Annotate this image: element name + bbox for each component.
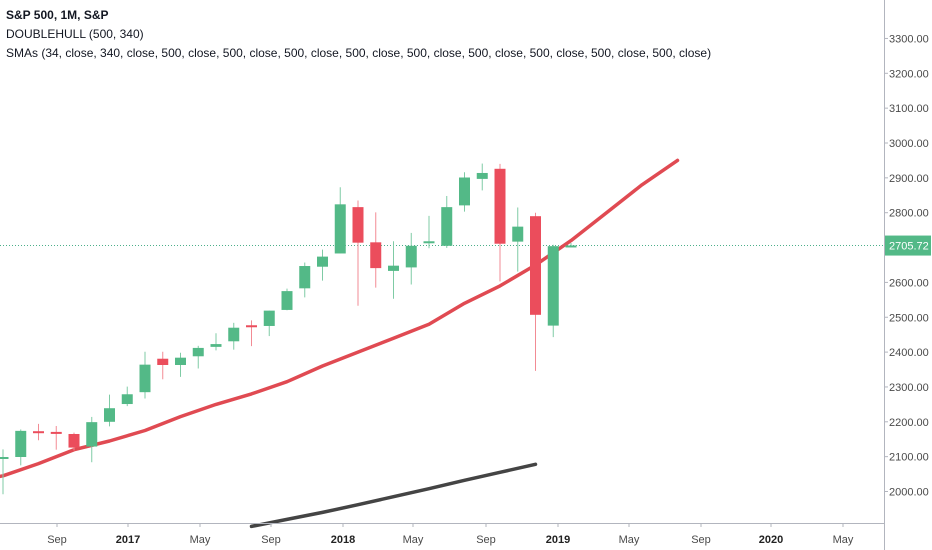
candle-body [175, 357, 186, 365]
candle-body [299, 266, 311, 289]
sma-lines [0, 158, 680, 529]
candle-body [50, 431, 62, 434]
indicator-doublehull[interactable]: DOUBLEHULL (500, 340) [6, 27, 144, 41]
x-axis[interactable]: Sep 2017 May Sep 2018 May Sep 2019 May Sep 2020 May [47, 523, 854, 546]
y-tick-label: 2500.00 [889, 312, 929, 324]
candle-body [388, 265, 399, 271]
y-tick-label: 2200.00 [889, 417, 929, 429]
candles[interactable] [0, 163, 577, 495]
indicator-smas[interactable]: SMAs (34, close, 340, close, 500, close,… [6, 46, 712, 60]
candle-body [441, 207, 453, 246]
y-tick-label: 2600.00 [889, 277, 929, 289]
candle-body [210, 344, 222, 347]
y-tick-label: 2900.00 [889, 173, 929, 185]
x-tick-label: May [833, 534, 854, 546]
candle-body [405, 245, 417, 268]
y-tick-label: 3100.00 [889, 103, 929, 115]
last-price-badge-bg [885, 235, 931, 256]
chart-legend[interactable]: S&P 500, 1M, S&P DOUBLEHULL (500, 340) S… [6, 6, 711, 63]
candle-body [15, 430, 27, 457]
x-tick-label: 2018 [331, 534, 355, 546]
candle-body [86, 422, 98, 447]
last-price-label: 2705.72 [889, 241, 929, 253]
x-tick-label: May [190, 534, 211, 546]
candle-body [33, 431, 44, 434]
candle-body [281, 291, 293, 310]
sma-line-0 [0, 158, 680, 479]
candle-body [370, 242, 382, 269]
y-tick-label: 2800.00 [889, 208, 929, 220]
candle-body [459, 177, 470, 206]
sma-line-1 [249, 462, 538, 529]
x-tick-label: Sep [47, 534, 67, 546]
y-tick-label: 3300.00 [889, 33, 929, 45]
y-axis[interactable]: 2000.00 2100.00 2200.00 2300.00 2400.00 2500.… [884, 33, 929, 499]
candle-body [0, 456, 9, 459]
candle-body [547, 246, 559, 326]
candle-body [530, 216, 541, 315]
y-tick-label: 2300.00 [889, 382, 929, 394]
x-tick-label: 2019 [546, 534, 570, 546]
candle-body [565, 245, 577, 248]
x-tick-label: 2020 [759, 534, 783, 546]
candle-body [476, 172, 488, 179]
last-price-badge: 2705.72 [885, 235, 931, 256]
y-tick-label: 2400.00 [889, 347, 929, 359]
x-tick-label: Sep [691, 534, 711, 546]
x-tick-label: Sep [476, 534, 496, 546]
x-tick-label: Sep [261, 534, 281, 546]
x-tick-label: May [403, 534, 424, 546]
candle-body [263, 310, 275, 326]
candle-body [68, 433, 80, 448]
candle-body [104, 408, 115, 422]
candle-body [334, 204, 346, 254]
candle-body [512, 226, 524, 242]
y-tick-label: 3200.00 [889, 68, 929, 80]
symbol-title[interactable]: S&P 500, 1M, S&P [6, 8, 109, 22]
x-tick-label: 2017 [116, 534, 140, 546]
candle-body [139, 364, 151, 393]
y-tick-label: 3000.00 [889, 138, 929, 150]
candle-body [121, 394, 133, 405]
candle-body [423, 241, 435, 244]
candle-body [246, 325, 257, 328]
y-tick-label: 2000.00 [889, 487, 929, 499]
candle-body [317, 256, 328, 267]
candle-body [228, 327, 240, 342]
x-tick-label: May [619, 534, 640, 546]
candle-body [192, 347, 204, 357]
candle-body [157, 358, 169, 365]
candle-body [352, 207, 364, 243]
candle-body [494, 168, 506, 244]
y-tick-label: 2100.00 [889, 452, 929, 464]
